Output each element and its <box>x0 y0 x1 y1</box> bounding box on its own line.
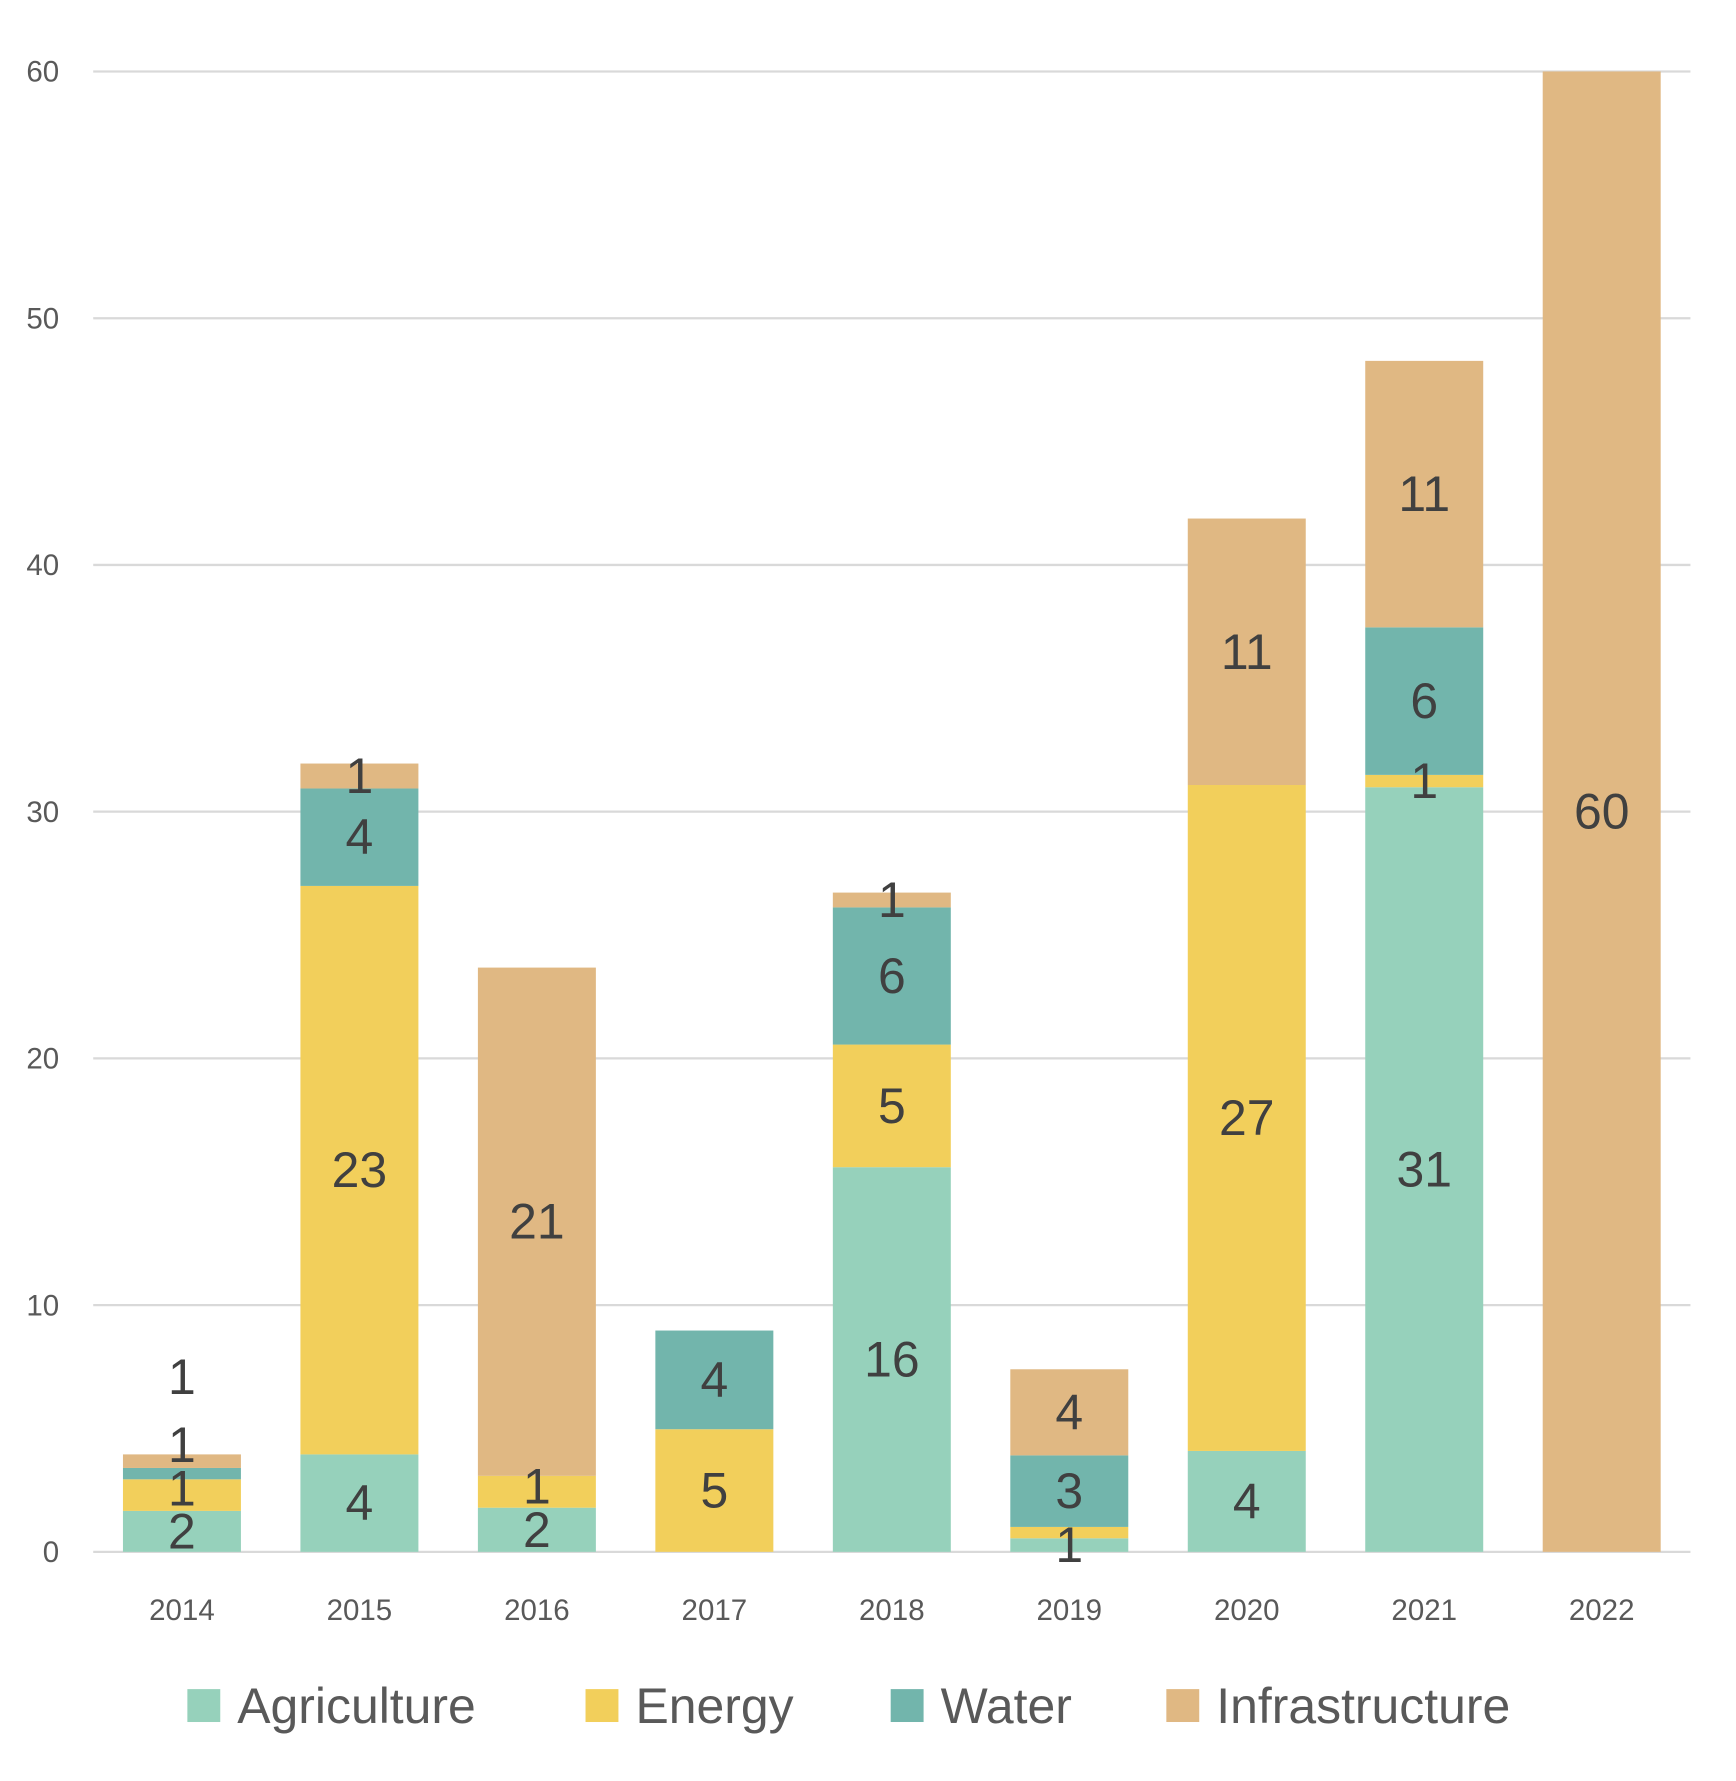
bar-segment-energy <box>300 885 419 1455</box>
bar-segment-agriculture <box>122 1510 241 1552</box>
bar-segment-infrastructure <box>1365 360 1484 628</box>
legend-swatch <box>1166 1689 1200 1723</box>
x-tick-label: 2014 <box>149 1594 215 1627</box>
x-tick-label: 2020 <box>1214 1594 1280 1627</box>
data-label: 3 <box>1055 1463 1083 1519</box>
bar-segment-energy <box>1010 1526 1129 1539</box>
bar-segment-water <box>1010 1455 1129 1527</box>
y-tick-label: 20 <box>26 1043 59 1076</box>
data-label: 4 <box>346 1475 374 1531</box>
data-label: 1 <box>346 748 374 804</box>
x-tick-label: 2015 <box>327 1594 393 1627</box>
legend-item-water: Water <box>890 1678 1072 1734</box>
bar-segment-water <box>300 788 419 886</box>
legend-label: Agriculture <box>237 1678 476 1734</box>
legend-swatch <box>585 1689 619 1723</box>
data-label: 16 <box>864 1332 920 1388</box>
x-tick-label: 2016 <box>504 1594 570 1627</box>
bar-segment-agriculture <box>477 1507 596 1552</box>
data-label: 23 <box>332 1142 388 1198</box>
legend-swatch <box>890 1689 924 1723</box>
data-label: 5 <box>878 1078 906 1134</box>
data-label: 21 <box>509 1194 565 1250</box>
data-label: 6 <box>1410 673 1438 729</box>
legend-swatch <box>187 1689 221 1723</box>
x-tick-label: 2021 <box>1391 1594 1457 1627</box>
data-label: 4 <box>346 809 374 865</box>
bar-segment-infrastructure <box>122 1454 241 1468</box>
data-label: 4 <box>700 1352 728 1408</box>
y-tick-label: 60 <box>26 56 59 89</box>
bar-segment-infrastructure <box>477 967 596 1476</box>
data-label: 1 <box>168 1460 196 1516</box>
legend: Agriculture Energy Water Infrastructure <box>187 1678 1510 1734</box>
bar-segment-energy <box>477 1475 596 1508</box>
x-tick-label: 2022 <box>1569 1594 1635 1627</box>
bar-segment-water <box>655 1330 774 1430</box>
legend-item-agriculture: Agriculture <box>187 1678 476 1734</box>
x-tick-label: 2018 <box>859 1594 925 1627</box>
bar-segment-energy <box>1187 785 1306 1451</box>
bar-segment-agriculture <box>1365 787 1484 1552</box>
x-tick-label: 2019 <box>1036 1594 1102 1627</box>
bar-segment-energy <box>122 1479 241 1511</box>
bar-segment-infrastructure <box>1542 71 1661 1552</box>
data-label: 11 <box>1398 466 1450 522</box>
legend-item-energy: Energy <box>585 1678 794 1734</box>
data-label: 4 <box>1233 1473 1261 1529</box>
data-label: 6 <box>878 948 906 1004</box>
data-label: 27 <box>1219 1090 1275 1146</box>
bar-segment-energy <box>1365 774 1484 788</box>
data-label: 2 <box>168 1503 196 1559</box>
y-tick-label: 30 <box>26 796 59 829</box>
data-label: 4 <box>1055 1384 1083 1440</box>
bar-segment-infrastructure <box>832 892 951 908</box>
bar-segment-agriculture <box>300 1454 419 1552</box>
bars <box>122 71 1661 1552</box>
bar-segment-water <box>1365 627 1484 775</box>
y-tick-label: 10 <box>26 1289 59 1322</box>
data-label: 11 <box>1221 624 1273 680</box>
data-label: 1 <box>168 1349 196 1405</box>
x-axis-ticks: 2014 2015 2016 2017 2018 2019 2020 2021 2022 <box>149 1594 1634 1627</box>
bar-segment-agriculture <box>1187 1450 1306 1552</box>
data-label: 1 <box>878 872 906 928</box>
bar-segment-agriculture <box>832 1167 951 1552</box>
y-tick-label: 40 <box>26 549 59 582</box>
data-label: 2 <box>523 1502 551 1558</box>
bar-segment-water <box>832 907 951 1045</box>
data-label: 1 <box>523 1459 551 1515</box>
legend-item-infrastructure: Infrastructure <box>1166 1678 1510 1734</box>
data-label: 1 <box>1055 1517 1083 1573</box>
data-label: 1 <box>168 1417 196 1473</box>
bar-segment-water <box>122 1467 241 1480</box>
legend-label: Infrastructure <box>1216 1678 1510 1734</box>
y-tick-label: 0 <box>43 1536 59 1569</box>
bar-segment-infrastructure <box>300 763 419 789</box>
bar-segment-energy <box>655 1429 774 1552</box>
data-label: 1 <box>1410 753 1438 809</box>
bar-segment-infrastructure <box>1010 1369 1129 1456</box>
data-label: 5 <box>700 1463 728 1519</box>
bar-segment-agriculture <box>1010 1538 1129 1552</box>
legend-label: Energy <box>635 1678 793 1734</box>
legend-label: Water <box>941 1678 1072 1734</box>
y-tick-label: 50 <box>26 302 59 335</box>
gridlines: 0 10 20 30 40 50 60 <box>26 56 1691 1569</box>
x-tick-label: 2017 <box>682 1594 748 1627</box>
bar-segment-infrastructure <box>1187 518 1306 786</box>
data-label: 31 <box>1396 1142 1452 1198</box>
bar-segment-energy <box>832 1044 951 1168</box>
data-label: 60 <box>1574 784 1630 840</box>
